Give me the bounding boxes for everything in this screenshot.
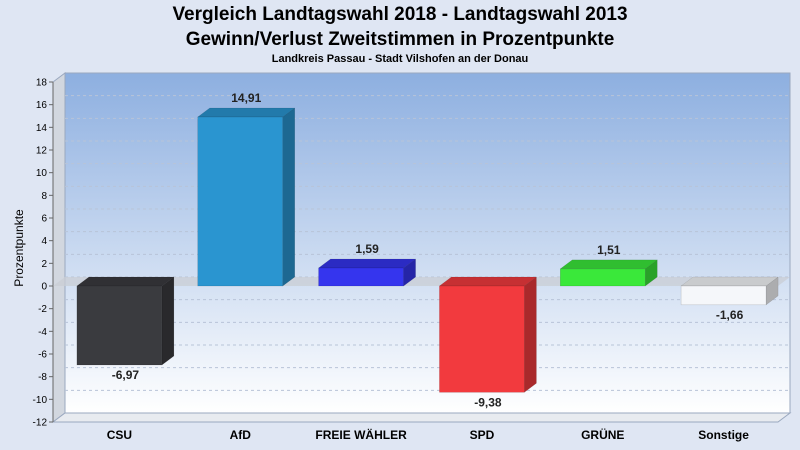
bar-side [161,276,175,366]
bar-side [282,107,295,287]
category-label: FREIE WÄHLER [315,427,407,442]
bar-front [560,268,646,287]
floor [51,412,792,423]
y-tick-label: -8 [38,372,47,383]
y-tick-label: -2 [38,304,47,315]
bar-top [680,276,779,287]
y-tick-label: 8 [41,191,47,202]
bar-top [197,107,296,118]
y-tick-label: 10 [36,168,48,179]
y-axis-label: Prozentpunkte [12,209,26,287]
bar-top [438,276,538,287]
category-label: AfD [230,428,252,442]
bar-front [76,285,163,366]
y-tick-label: 14 [36,123,48,134]
value-label: -6,97 [112,368,140,382]
bar-side [524,276,537,393]
y-tick-label: 4 [41,236,47,247]
bar-front [318,267,404,287]
value-label: 1,59 [355,242,379,256]
y-tick-label: -6 [38,350,47,361]
bar-spd [438,276,538,393]
value-label: -9,38 [474,395,502,409]
bar-top [76,276,175,287]
y-tick-label: -4 [38,327,47,338]
plot-background [64,72,791,414]
bar-front [680,285,767,306]
y-tick-label: 16 [36,100,48,111]
chart-subtitle: Gewinn/Verlust Zweitstimmen in Prozentpu… [185,29,615,50]
category-label: CSU [107,428,132,442]
chart-title: Vergleich Landtagswahl 2018 - Landtagswa… [172,4,628,25]
y-tick-label: 6 [41,214,47,225]
category-label: Sonstige [698,428,749,442]
bar-afd [197,107,296,287]
left-wall [52,72,66,423]
value-label: -1,66 [716,308,744,322]
bar-front [439,285,525,393]
y-tick-label: -10 [33,395,48,406]
y-tick-label: -12 [33,418,48,429]
value-label: 14,91 [231,91,261,105]
bar-csu [76,276,175,366]
category-label: SPD [470,428,495,442]
bar-front [197,116,283,287]
bar-top [559,259,658,270]
value-label: 1,51 [597,243,621,257]
bar-grüne [559,259,658,287]
y-tick-label: 18 [36,78,48,89]
chart-caption: Landkreis Passau - Stadt Vilshofen an de… [271,53,529,65]
y-tick-label: 0 [41,282,47,293]
category-label: GRÜNE [581,427,624,442]
bar-top [317,258,417,269]
y-tick-label: 2 [41,259,47,270]
y-tick-label: 12 [36,146,48,157]
bar-freie-wähler [317,258,417,287]
bar-sonstige [680,276,779,306]
